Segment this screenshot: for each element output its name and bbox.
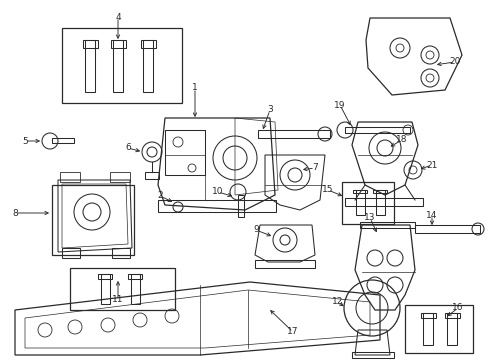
Bar xyxy=(98,274,112,279)
Bar xyxy=(351,352,393,358)
Bar xyxy=(110,172,130,182)
Bar xyxy=(140,40,155,48)
Bar xyxy=(254,260,314,268)
Bar xyxy=(82,40,97,48)
Text: 10: 10 xyxy=(212,188,224,197)
Bar xyxy=(355,189,364,215)
Bar xyxy=(372,189,386,193)
Bar xyxy=(341,182,393,224)
Bar xyxy=(375,189,384,215)
Bar xyxy=(359,222,414,228)
Bar xyxy=(101,274,109,304)
Bar xyxy=(62,28,182,103)
Bar xyxy=(70,268,175,310)
Bar xyxy=(444,313,459,318)
Bar xyxy=(85,40,95,92)
Bar xyxy=(258,130,329,138)
Text: 5: 5 xyxy=(22,136,28,145)
Bar xyxy=(345,198,422,206)
Text: 1: 1 xyxy=(192,84,198,93)
Bar xyxy=(52,185,134,255)
Bar xyxy=(238,195,244,217)
Text: 9: 9 xyxy=(253,225,258,234)
Text: 18: 18 xyxy=(395,135,407,144)
Text: 12: 12 xyxy=(332,297,343,306)
Text: 4: 4 xyxy=(115,13,121,22)
Text: 19: 19 xyxy=(334,100,345,109)
Bar xyxy=(404,305,472,353)
Text: 14: 14 xyxy=(426,211,437,220)
Text: 16: 16 xyxy=(451,303,463,312)
Bar xyxy=(130,274,139,304)
Text: 2: 2 xyxy=(157,192,163,201)
Text: 15: 15 xyxy=(322,185,333,194)
Text: 8: 8 xyxy=(12,208,18,217)
Text: 13: 13 xyxy=(364,213,375,222)
Text: 11: 11 xyxy=(112,296,123,305)
Bar xyxy=(414,225,479,233)
Bar xyxy=(422,313,432,345)
Bar xyxy=(52,138,74,143)
Bar xyxy=(345,127,409,133)
Text: 20: 20 xyxy=(448,58,460,67)
Bar xyxy=(112,248,130,258)
Text: 17: 17 xyxy=(286,328,298,337)
Text: 3: 3 xyxy=(266,105,272,114)
Text: 7: 7 xyxy=(311,163,317,172)
Text: 6: 6 xyxy=(125,144,131,153)
Bar xyxy=(113,40,123,92)
Bar xyxy=(446,313,456,345)
Bar xyxy=(62,248,80,258)
Text: 21: 21 xyxy=(426,161,437,170)
Bar xyxy=(145,172,159,179)
Bar xyxy=(128,274,142,279)
Bar xyxy=(420,313,435,318)
Bar xyxy=(142,40,153,92)
Bar xyxy=(60,172,80,182)
Bar xyxy=(352,189,366,193)
Bar xyxy=(110,40,125,48)
Bar xyxy=(158,200,275,212)
